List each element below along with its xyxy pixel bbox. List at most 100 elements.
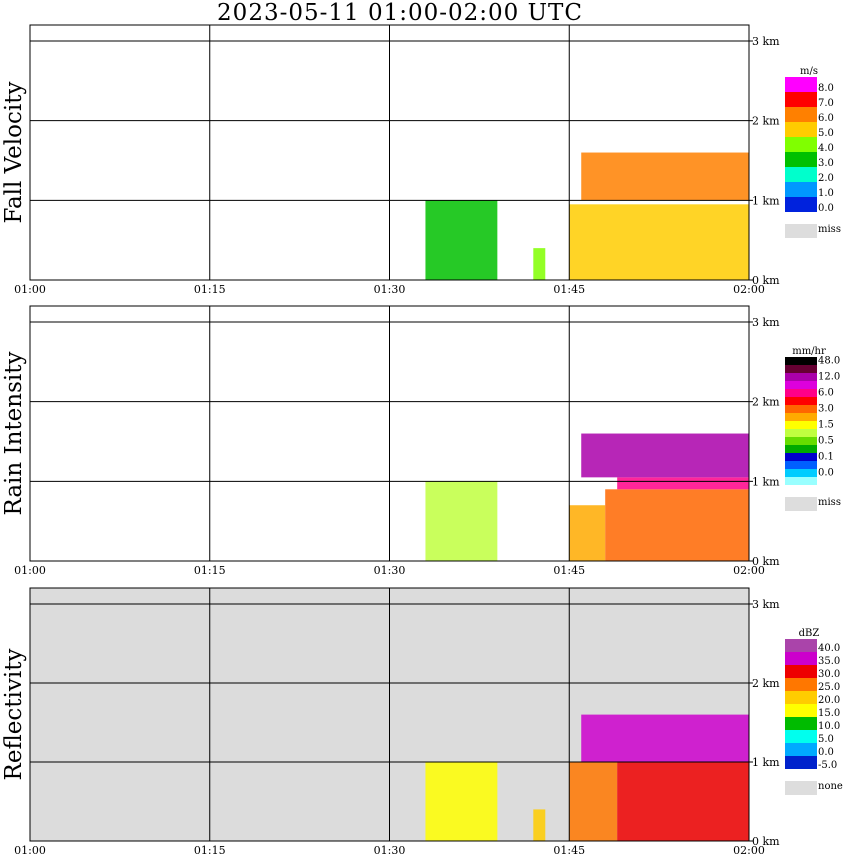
x-tick-label: 02:00	[733, 844, 765, 857]
x-tick-label: 01:45	[553, 283, 585, 296]
y-tick-label: 2 km	[752, 396, 780, 409]
colorbar-swatch	[785, 756, 817, 769]
y-tick-label: 0 km	[752, 274, 780, 287]
y-tick-label: 2 km	[752, 115, 780, 128]
colorbar-label: -5.0	[818, 760, 837, 771]
panel-label: Rain Intensity	[1, 351, 27, 515]
colorbar-missing-swatch	[785, 781, 817, 795]
colorbar-label: 3.0	[818, 403, 834, 414]
panel-label: Fall Velocity	[1, 82, 27, 224]
colorbar-label: 5.0	[818, 128, 834, 139]
colorbar-swatch	[785, 197, 817, 212]
colorbar-swatch	[785, 652, 817, 665]
x-tick-label: 01:30	[374, 283, 406, 296]
colorbar-swatch	[785, 365, 817, 373]
y-tick-label: 3 km	[752, 598, 780, 611]
colorbar-swatch	[785, 639, 817, 652]
colorbar-label: 0.0	[818, 203, 834, 214]
colorbar-label: 6.0	[818, 113, 834, 124]
colorbar-label: 25.0	[818, 682, 840, 693]
colorbar-swatch	[785, 469, 817, 477]
colorbar-label: 35.0	[818, 656, 840, 667]
echo-region	[569, 762, 618, 841]
colorbar-swatch	[785, 92, 817, 107]
colorbar-swatch	[785, 357, 817, 365]
echo-region	[617, 477, 749, 490]
colorbar-swatch	[785, 167, 817, 182]
colorbar-label: 5.0	[818, 734, 834, 745]
colorbar-label: 30.0	[818, 669, 840, 680]
echo-region	[617, 762, 749, 841]
colorbar-unit: m/s	[800, 66, 818, 77]
colorbar-swatch	[785, 373, 817, 381]
x-tick-label: 01:15	[194, 283, 226, 296]
colorbar-label: 10.0	[818, 721, 840, 732]
colorbar-label: 0.1	[818, 451, 834, 462]
y-tick-label: 1 km	[752, 194, 780, 207]
colorbar-swatch	[785, 453, 817, 461]
echo-region	[581, 152, 749, 201]
x-tick-label: 01:30	[374, 564, 406, 577]
colorbar-swatch	[785, 429, 817, 437]
colorbar-swatch	[785, 397, 817, 405]
y-tick-label: 3 km	[752, 35, 780, 48]
colorbar-swatch	[785, 107, 817, 122]
y-tick-label: 0 km	[752, 835, 780, 848]
colorbar-swatch	[785, 122, 817, 137]
colorbar-swatch	[785, 437, 817, 445]
colorbar-swatch	[785, 691, 817, 704]
colorbar-missing-label: none	[818, 781, 843, 792]
x-tick-label: 01:30	[374, 844, 406, 857]
colorbar-swatch	[785, 704, 817, 717]
colorbar-label: 0.0	[818, 467, 834, 478]
echo-region	[533, 248, 546, 280]
x-tick-label: 01:00	[14, 844, 46, 857]
colorbar-label: 48.0	[818, 355, 840, 366]
colorbar-missing-swatch	[785, 497, 817, 511]
colorbar-label: 1.5	[818, 419, 834, 430]
colorbar-label: 4.0	[818, 143, 834, 154]
plot-frame	[29, 587, 750, 842]
colorbar-swatch	[785, 421, 817, 429]
colorbar-label: 15.0	[818, 708, 840, 719]
echo-region	[569, 505, 606, 561]
colorbar-unit: dBZ	[799, 628, 820, 639]
colorbar-label: 2.0	[818, 173, 834, 184]
colorbar-swatch	[785, 678, 817, 691]
plot-frame	[29, 24, 750, 281]
colorbar-label: 7.0	[818, 98, 834, 109]
x-tick-label: 02:00	[733, 283, 765, 296]
echo-region	[581, 714, 749, 762]
y-tick-label: 2 km	[752, 677, 780, 690]
echo-region	[425, 762, 498, 841]
y-tick-label: 1 km	[752, 756, 780, 769]
echo-region	[569, 204, 749, 280]
colorbar-swatch	[785, 182, 817, 197]
colorbar-swatch	[785, 730, 817, 743]
panel-label: Reflectivity	[1, 649, 27, 781]
colorbar-swatch	[785, 413, 817, 421]
echo-region	[425, 481, 498, 561]
y-tick-label: 1 km	[752, 475, 780, 488]
colorbar-swatch	[785, 461, 817, 469]
colorbar-unit: mm/hr	[792, 346, 826, 357]
colorbar-swatch	[785, 445, 817, 453]
colorbar-swatch	[785, 665, 817, 678]
colorbar-swatch	[785, 381, 817, 389]
x-tick-label: 01:15	[194, 564, 226, 577]
colorbar-missing-label: miss	[818, 497, 841, 508]
colorbar-label: 0.5	[818, 435, 834, 446]
colorbar-swatch	[785, 717, 817, 730]
x-tick-label: 01:00	[14, 564, 46, 577]
chart-title: 2023-05-11 01:00-02:00 UTC	[217, 0, 583, 26]
colorbar-label: 40.0	[818, 643, 840, 654]
colorbar-label: 20.0	[818, 695, 840, 706]
colorbar-swatch	[785, 477, 817, 485]
colorbar-label: 6.0	[818, 387, 834, 398]
colorbar-swatch	[785, 152, 817, 167]
echo-region	[533, 809, 546, 841]
colorbar-missing-label: miss	[818, 224, 841, 235]
x-tick-label: 01:15	[194, 844, 226, 857]
colorbar-label: 12.0	[818, 371, 840, 382]
